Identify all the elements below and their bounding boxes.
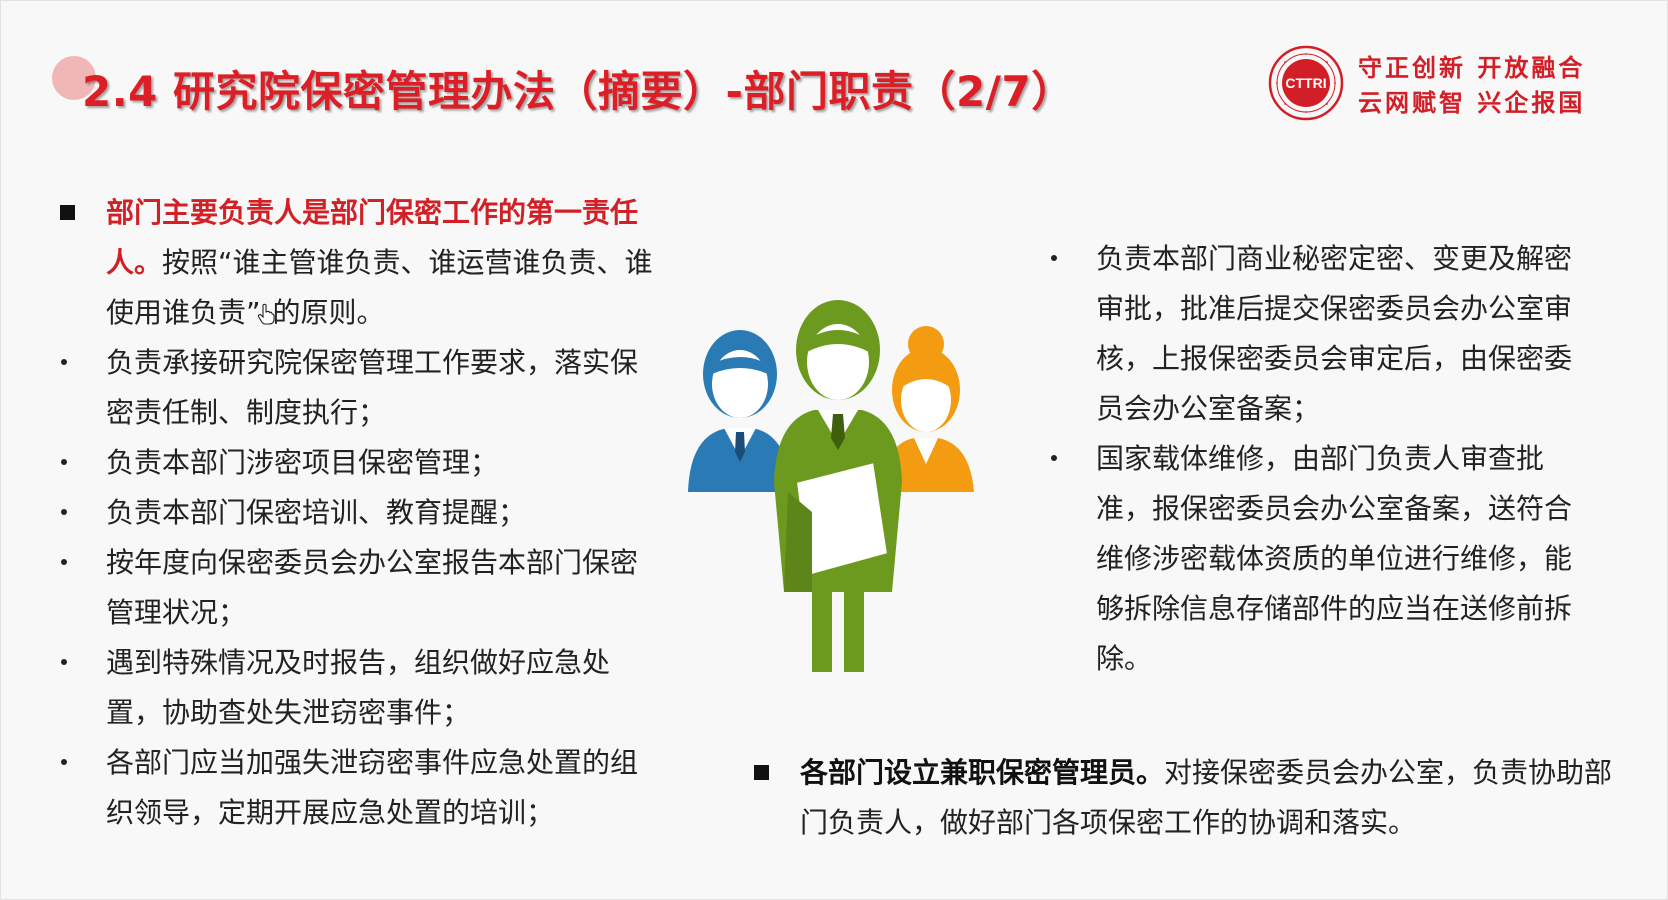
right-column: 负责本部门商业秘密定密、变更及解密审批，批准后提交保密委员会办公室审核，上报保密… [1050, 234, 1580, 684]
lead-bold-text: 部门主要负责人是部门保密工作的第一责任人。 [106, 196, 639, 279]
dot-bullet-icon [1050, 434, 1096, 484]
list-item: 负责本部门保密培训、教育提醒； [60, 488, 660, 538]
square-bullet-icon [754, 748, 800, 798]
list-item-text: 各部门应当加强失泄窃密事件应急处置的组织领导，定期开展应急处置的培训； [106, 746, 639, 829]
list-item-text: 负责承接研究院保密管理工作要求，落实保密责任制、制度执行； [106, 346, 639, 429]
motto-line-2: 云网赋智 兴企报国 [1358, 88, 1586, 117]
lead-text: 按照“谁主管谁负责、谁运营谁负责、谁使用谁负责” [106, 246, 653, 329]
lead-item: 部门主要负责人是部门保密工作的第一责任人。按照“谁主管谁负责、谁运营谁负责、谁使… [60, 188, 660, 338]
list-item-text: 国家载体维修，由部门负责人审查批准，报保密委员会办公室备案，送符合维修涉密载体资… [1096, 442, 1573, 675]
team-people-icon [688, 300, 974, 672]
list-item-text: 负责本部门涉密项目保密管理； [106, 446, 499, 479]
title-decoration-dot [52, 56, 96, 100]
dot-bullet-icon [60, 338, 106, 388]
slide-title: 2.4 研究院保密管理办法（摘要）-部门职责（2/7） [82, 67, 1074, 116]
list-item: 按年度向保密委员会办公室报告本部门保密管理状况； [60, 538, 660, 638]
square-bullet-icon [60, 188, 106, 238]
dot-bullet-icon [60, 488, 106, 538]
dot-bullet-icon [60, 638, 106, 688]
bottom-item: 各部门设立兼职保密管理员。对接保密委员会办公室，负责协助部门负责人，做好部门各项… [754, 748, 1614, 848]
list-item-text: 按年度向保密委员会办公室报告本部门保密管理状况； [106, 546, 639, 629]
list-item: 负责承接研究院保密管理工作要求，落实保密责任制、制度执行； [60, 338, 660, 438]
orange-person-icon [882, 326, 974, 492]
list-item: 国家载体维修，由部门负责人审查批准，报保密委员会办公室备案，送符合维修涉密载体资… [1050, 434, 1580, 684]
bottom-text: 对接保密委员会办公室，负责协助部门负责人，做好部门各项保密工作的协调和落实。 [800, 756, 1613, 839]
list-item: 遇到特殊情况及时报告，组织做好应急处置，协助查处失泄窃密事件； [60, 638, 660, 738]
bottom-bold-text: 各部门设立兼职保密管理员。 [800, 756, 1165, 789]
hand-cursor-icon [257, 303, 275, 325]
list-item-text: 遇到特殊情况及时报告，组织做好应急处置，协助查处失泄窃密事件； [106, 646, 611, 729]
list-item: 负责本部门涉密项目保密管理； [60, 438, 660, 488]
dot-bullet-icon [1050, 234, 1096, 284]
lead-text-end: 的原则。 [272, 296, 385, 329]
blue-person-icon [688, 330, 792, 492]
dot-bullet-icon [60, 738, 106, 788]
list-item: 各部门应当加强失泄窃密事件应急处置的组织领导，定期开展应急处置的培训； [60, 738, 660, 838]
dot-bullet-icon [60, 438, 106, 488]
list-item: 各部门设立兼职保密管理员。对接保密委员会办公室，负责协助部门负责人，做好部门各项… [754, 748, 1614, 848]
logo-text: CTTRI [1285, 75, 1326, 91]
list-item: 负责本部门商业秘密定密、变更及解密审批，批准后提交保密委员会办公室审核，上报保密… [1050, 234, 1580, 434]
dot-bullet-icon [60, 538, 106, 588]
left-column: 部门主要负责人是部门保密工作的第一责任人。按照“谁主管谁负责、谁运营谁负责、谁使… [60, 188, 660, 838]
list-item-text: 负责本部门保密培训、教育提醒； [106, 496, 527, 529]
green-person-icon [774, 300, 902, 672]
list-item-text: 负责本部门商业秘密定密、变更及解密审批，批准后提交保密委员会办公室审核，上报保密… [1096, 242, 1573, 425]
cttri-logo-icon: CTTRI [1268, 45, 1344, 121]
motto-line-1: 守正创新 开放融合 [1358, 53, 1586, 82]
